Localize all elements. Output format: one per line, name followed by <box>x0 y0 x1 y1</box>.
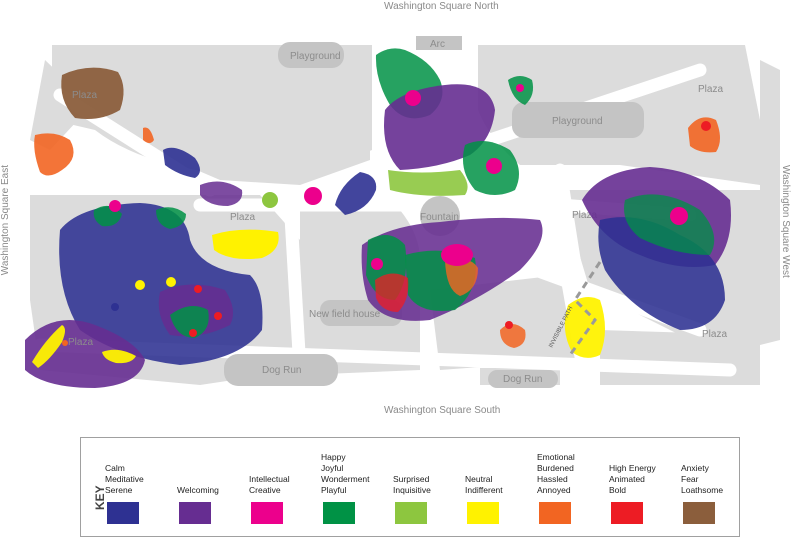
plaza-ne-label: Plaza <box>698 84 723 95</box>
legend-key: KEY Calm Meditative Serene Welcoming Intel… <box>80 437 740 537</box>
point-intellectual-ne <box>516 84 524 92</box>
region-high-energy-center <box>375 273 409 312</box>
legend-item-label: Calm Meditative Serene <box>105 463 144 495</box>
point-intellectual-north <box>304 187 322 205</box>
point-emotional-sw <box>62 340 68 346</box>
region-happy-west-inner <box>170 306 209 338</box>
legend-item-label: Anxiety Fear Loathsome <box>681 463 724 495</box>
region-neutral-plaza <box>212 229 279 259</box>
region-welcoming-north-small <box>200 181 243 206</box>
region-emotional-south <box>500 324 526 348</box>
legend-item-label: Intellectual Creative <box>249 474 290 495</box>
point-intellectual-west <box>109 200 121 212</box>
playground-2-label: Playground <box>552 116 603 127</box>
region-intellectual-center <box>441 244 473 266</box>
plaza-se-label: Plaza <box>702 329 727 340</box>
lawn-north-strip <box>118 115 370 185</box>
legend-item-label: Surprised Inquisitive <box>393 474 431 495</box>
lawn-nw-corner <box>30 60 92 150</box>
lawn-se <box>600 330 760 385</box>
point-neutral-2 <box>166 277 176 287</box>
dog-run-2-label: Dog Run <box>503 374 542 385</box>
legend-item-label: Happy Joyful Wonderment Playful <box>321 452 370 495</box>
dog-run-1-label: Dog Run <box>262 365 301 376</box>
legend-item: Calm Meditative Serene <box>105 438 181 536</box>
point-high-energy-ne <box>701 121 711 131</box>
point-high-energy-1 <box>194 285 202 293</box>
legend-swatch <box>323 502 355 524</box>
region-calm-north-small <box>163 147 200 178</box>
legend-item: Happy Joyful Wonderment Playful <box>321 438 397 536</box>
legend-item: Emotional Burdened Hassled Annoyed <box>537 438 613 536</box>
legend-item-label: Emotional Burdened Hassled Annoyed <box>537 452 575 495</box>
region-emotional-center <box>445 258 478 296</box>
legend-item: Welcoming <box>177 438 253 536</box>
dog-run-1-shape <box>224 354 338 386</box>
legend-item-label: Welcoming <box>177 485 219 495</box>
region-neutral-sw-1 <box>32 325 65 368</box>
point-calm-west <box>111 303 119 311</box>
legend-swatch <box>395 502 427 524</box>
legend-item: Intellectual Creative <box>249 438 325 536</box>
playground-2-shape <box>512 102 644 138</box>
point-neutral-1 <box>135 280 145 290</box>
lawn-east-edge <box>760 60 780 345</box>
dog-run-2-shape <box>488 370 558 388</box>
point-high-energy-2 <box>214 312 222 320</box>
plaza-center-right-label: Plaza <box>572 210 597 221</box>
region-anxiety-nw <box>61 67 124 119</box>
emotion-regions: Plaza Plaza Plaza <box>25 48 731 388</box>
region-surprised-center <box>388 170 468 196</box>
region-emotional-small <box>143 127 154 143</box>
point-intellectual-center <box>486 158 502 174</box>
playground-1-shape <box>278 42 344 68</box>
fountain-label: Fountain <box>420 212 459 223</box>
point-high-energy-3 <box>189 329 197 337</box>
path-west-vertical <box>283 193 307 377</box>
park-map: Playground Playground Arc Fountain New f… <box>25 36 780 388</box>
plaza-center-left-label: Plaza <box>230 212 255 223</box>
arch-shape <box>416 36 462 50</box>
legend-swatch <box>539 502 571 524</box>
field-house-label: New field house <box>309 309 381 320</box>
legend-swatch <box>179 502 211 524</box>
plaza-w-label: Plaza <box>68 337 93 348</box>
arch-label: Arc <box>430 39 445 50</box>
legend-item: Surprised Inquisitive <box>393 438 469 536</box>
playground-1-label: Playground <box>290 51 341 62</box>
region-emotional-west <box>34 133 74 176</box>
point-surprised-north <box>262 192 278 208</box>
street-north-label: Washington Square North <box>384 1 499 12</box>
street-south-label: Washington Square South <box>384 405 501 416</box>
legend-item: Anxiety Fear Loathsome <box>681 438 757 536</box>
legend-item: High Energy Animated Bold <box>609 438 685 536</box>
point-intellectual-arch <box>405 90 421 106</box>
plaza-nw-label: Plaza <box>72 90 97 101</box>
legend-swatch <box>467 502 499 524</box>
region-neutral-invisible-path <box>564 296 605 358</box>
region-happy-west-2 <box>156 207 186 229</box>
region-emotional-ne <box>688 117 720 153</box>
legend-swatch <box>611 502 643 524</box>
legend-swatch <box>251 502 283 524</box>
region-calm-north-right <box>335 172 377 215</box>
street-west-label: Washington Square West <box>780 165 791 278</box>
point-high-energy-south <box>505 321 513 329</box>
point-intellectual-center-left <box>371 258 383 270</box>
legend-swatch <box>683 502 715 524</box>
legend-item-label: High Energy Animated Bold <box>609 463 656 495</box>
region-happy-east <box>624 194 715 255</box>
point-intellectual-east <box>670 207 688 225</box>
legend-swatch <box>107 502 139 524</box>
region-neutral-sw-2 <box>102 349 136 364</box>
legend-item: Neutral Indifferent <box>465 438 541 536</box>
legend-item-label: Neutral Indifferent <box>465 474 503 495</box>
